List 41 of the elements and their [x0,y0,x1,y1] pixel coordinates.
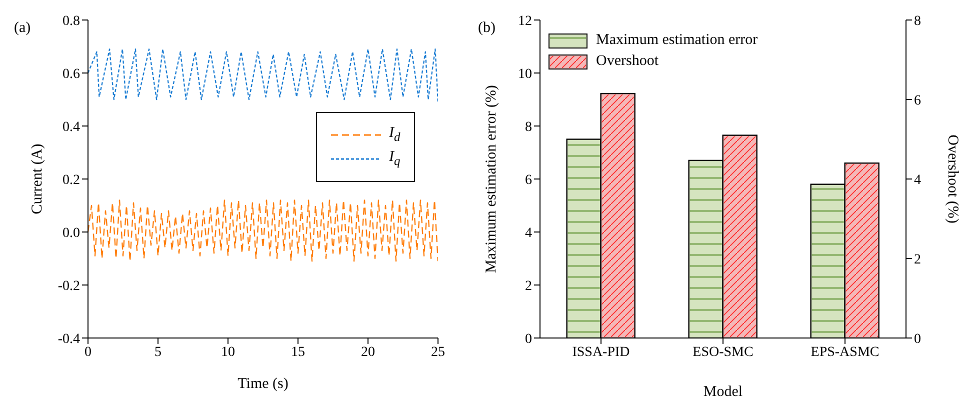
line-series [88,200,438,262]
x-tick-label: ISSA-PID [572,344,630,360]
y-tick-label: 0.2 [62,172,80,188]
x-axis-title: Time (s) [238,376,288,392]
y2-tick-label: 2 [914,252,921,268]
y-tick-label: 12 [518,14,532,29]
y-tick-label: 6 [525,172,532,188]
line-series [88,48,438,103]
y-tick-label: -0.2 [58,278,80,294]
x-axis-title: Model [703,384,743,400]
text: (a) [14,20,31,37]
y-tick-label: 0.0 [62,226,80,241]
y-tick-label: 0.6 [62,66,80,82]
y-tick-label: 10 [518,66,532,82]
x-tick-label: 10 [221,344,235,360]
y-tick-label: -0.4 [58,332,80,347]
x-tick-label: 5 [154,344,162,360]
y2-tick-label: 0 [914,332,921,347]
y2-tick-label: 4 [914,172,921,188]
y-tick-label: 0.4 [62,120,80,135]
x-tick-label: 15 [291,344,305,360]
y2-axis-title: Overshoot (%) [944,134,961,224]
y2-tick-label: 8 [914,14,921,29]
x-tick-label: 20 [361,344,375,360]
y-tick-label: 0 [525,332,532,347]
x-tick-label: EPS-ASMC [810,344,880,360]
y-axis-title: Maximum estimation error (%) [483,85,500,273]
legend-label: I$_{d}$ [389,125,400,145]
legend-label: Maximum estimation error [596,32,758,49]
y-tick-label: 4 [525,226,532,241]
text: (b) [478,20,496,37]
y-tick-label: 2 [525,278,532,294]
legend-label: Overshoot [596,53,658,70]
y2-tick-label: 6 [914,93,921,108]
y-tick-label: 0.8 [62,14,80,29]
y-tick-label: 8 [525,120,532,135]
legend-label: I$_{q}$ [389,149,400,169]
y-axis-title: Current (A) [29,144,46,214]
x-tick-label: 0 [84,344,92,360]
x-tick-label: ESO-SMC [692,344,754,360]
x-tick-label: 25 [431,344,445,360]
